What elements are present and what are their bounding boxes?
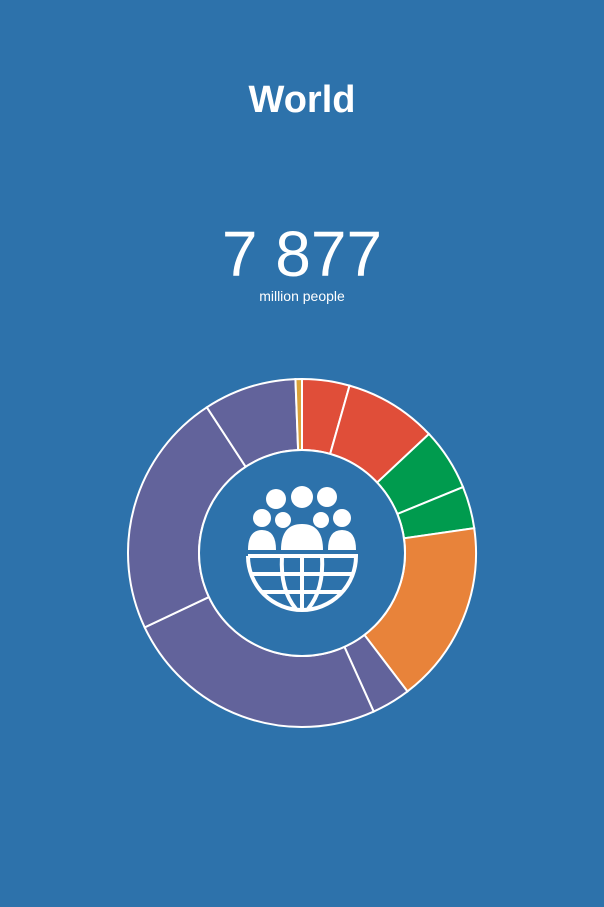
chart-title: World: [249, 79, 356, 121]
donut-hole: [198, 449, 406, 657]
people-globe-icon: [246, 486, 359, 612]
headline: 7 877: [222, 218, 382, 290]
headline-unit: million people: [259, 288, 345, 304]
